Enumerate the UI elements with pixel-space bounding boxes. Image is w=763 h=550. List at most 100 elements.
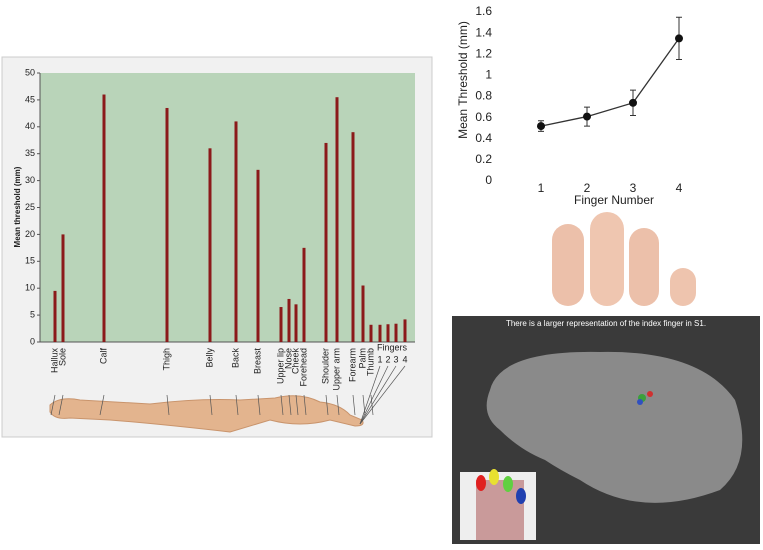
- bar: [403, 319, 407, 342]
- y-tick-label: 20: [25, 229, 35, 239]
- x-tick-label: Forehead: [298, 348, 308, 387]
- bar: [279, 307, 283, 342]
- bar: [234, 121, 238, 342]
- y-tick-label: 15: [25, 256, 35, 266]
- finger-dot: [489, 469, 499, 485]
- hand-photo: [552, 212, 696, 306]
- plot-area: [40, 73, 415, 342]
- x-tick-label: 4: [402, 354, 407, 364]
- bar: [208, 148, 212, 342]
- leader-line: [359, 365, 397, 425]
- x-tick-label: 1: [538, 181, 545, 195]
- bar: [324, 142, 328, 342]
- y-tick-label: 30: [25, 175, 35, 185]
- y-tick-label: 1: [485, 68, 492, 82]
- x-tick-label: Forearm: [347, 348, 357, 382]
- y-tick-label: 0.6: [475, 110, 492, 124]
- x-tick-label: 3: [630, 181, 637, 195]
- finger-dot: [516, 488, 526, 504]
- leader-line: [303, 394, 307, 416]
- bar: [394, 323, 398, 342]
- bar: [53, 290, 57, 342]
- activation: [647, 391, 653, 397]
- brain-caption: There is a larger representation of the …: [506, 319, 706, 328]
- bar: [287, 298, 291, 342]
- finger-dot: [503, 476, 513, 492]
- x-tick-label: 3: [393, 354, 398, 364]
- leader-line: [362, 394, 366, 416]
- y-axis-label: Mean threshold (mm): [13, 166, 22, 247]
- point: [675, 34, 683, 43]
- line: [540, 38, 680, 127]
- y-tick-label: 50: [25, 67, 35, 77]
- y-tick-label: 40: [25, 121, 35, 131]
- x-tick-label: Calf: [98, 348, 108, 365]
- finger-dot: [476, 475, 486, 491]
- leader-line: [50, 394, 56, 416]
- y-tick-label: 0: [485, 173, 492, 187]
- leader-line: [325, 394, 329, 416]
- bar: [378, 324, 382, 342]
- activation: [637, 399, 643, 405]
- leader-line: [166, 394, 170, 416]
- inset-hand: [476, 480, 524, 540]
- x-tick-label: Cheek: [290, 348, 300, 375]
- y-tick-label: 0.8: [475, 89, 492, 103]
- x-tick-label: Shoulder: [320, 348, 330, 384]
- x-tick-label: Hallux: [49, 348, 59, 374]
- bar: [351, 132, 355, 342]
- brain: [486, 351, 743, 503]
- leader-line: [359, 365, 381, 425]
- point: [537, 122, 545, 131]
- bar: [361, 285, 365, 342]
- x-tick-label: 4: [676, 181, 683, 195]
- leader-line: [359, 365, 406, 425]
- y-tick-label: 0.4: [475, 131, 492, 145]
- bar: [61, 234, 65, 342]
- leader-line: [336, 394, 340, 416]
- bar: [335, 97, 339, 343]
- leader-line: [99, 394, 105, 416]
- x-tick-label: Nose: [283, 348, 293, 369]
- y-tick-label: 1.2: [475, 46, 492, 60]
- x-tick-label: Upper arm: [331, 348, 341, 391]
- leader-line: [352, 394, 356, 416]
- leader-line: [58, 394, 64, 416]
- x-axis-label: Finger Number: [574, 193, 654, 207]
- bar: [256, 169, 260, 342]
- leader-line: [257, 394, 261, 416]
- x-tick-label: Thigh: [161, 348, 171, 371]
- bar: [165, 107, 169, 342]
- y-tick-label: 0: [30, 336, 35, 346]
- y-tick-label: 5: [30, 309, 35, 319]
- y-tick-label: 35: [25, 148, 35, 158]
- leader-line: [288, 394, 292, 416]
- y-tick-label: 1.4: [475, 25, 492, 39]
- y-tick-label: 25: [25, 202, 35, 212]
- x-tick-label: 2: [584, 181, 591, 195]
- leader-line: [359, 365, 389, 425]
- y-tick-label: 0.2: [475, 152, 492, 166]
- bar: [102, 94, 106, 343]
- x-tick-label: Sole: [57, 348, 67, 366]
- bar: [302, 247, 306, 342]
- y-tick-label: 1.6: [475, 4, 492, 18]
- y-axis-label: Mean Threshold (mm): [456, 21, 470, 139]
- x-tick-label: Thumb: [365, 348, 375, 376]
- leader-line: [235, 394, 239, 416]
- bar: [294, 304, 298, 342]
- x-tick-label: Back: [230, 348, 240, 369]
- bar: [369, 324, 373, 342]
- bar: [386, 324, 390, 342]
- x-tick-label: Breast: [252, 348, 262, 375]
- leader-line: [209, 394, 213, 416]
- y-tick-label: 10: [25, 283, 35, 293]
- y-tick-label: 45: [25, 94, 35, 104]
- leader-line: [295, 394, 299, 416]
- x-tick-label: 1: [377, 354, 382, 364]
- point: [583, 112, 591, 121]
- annotation: Fingers: [377, 342, 408, 352]
- x-tick-label: Belly: [204, 348, 214, 368]
